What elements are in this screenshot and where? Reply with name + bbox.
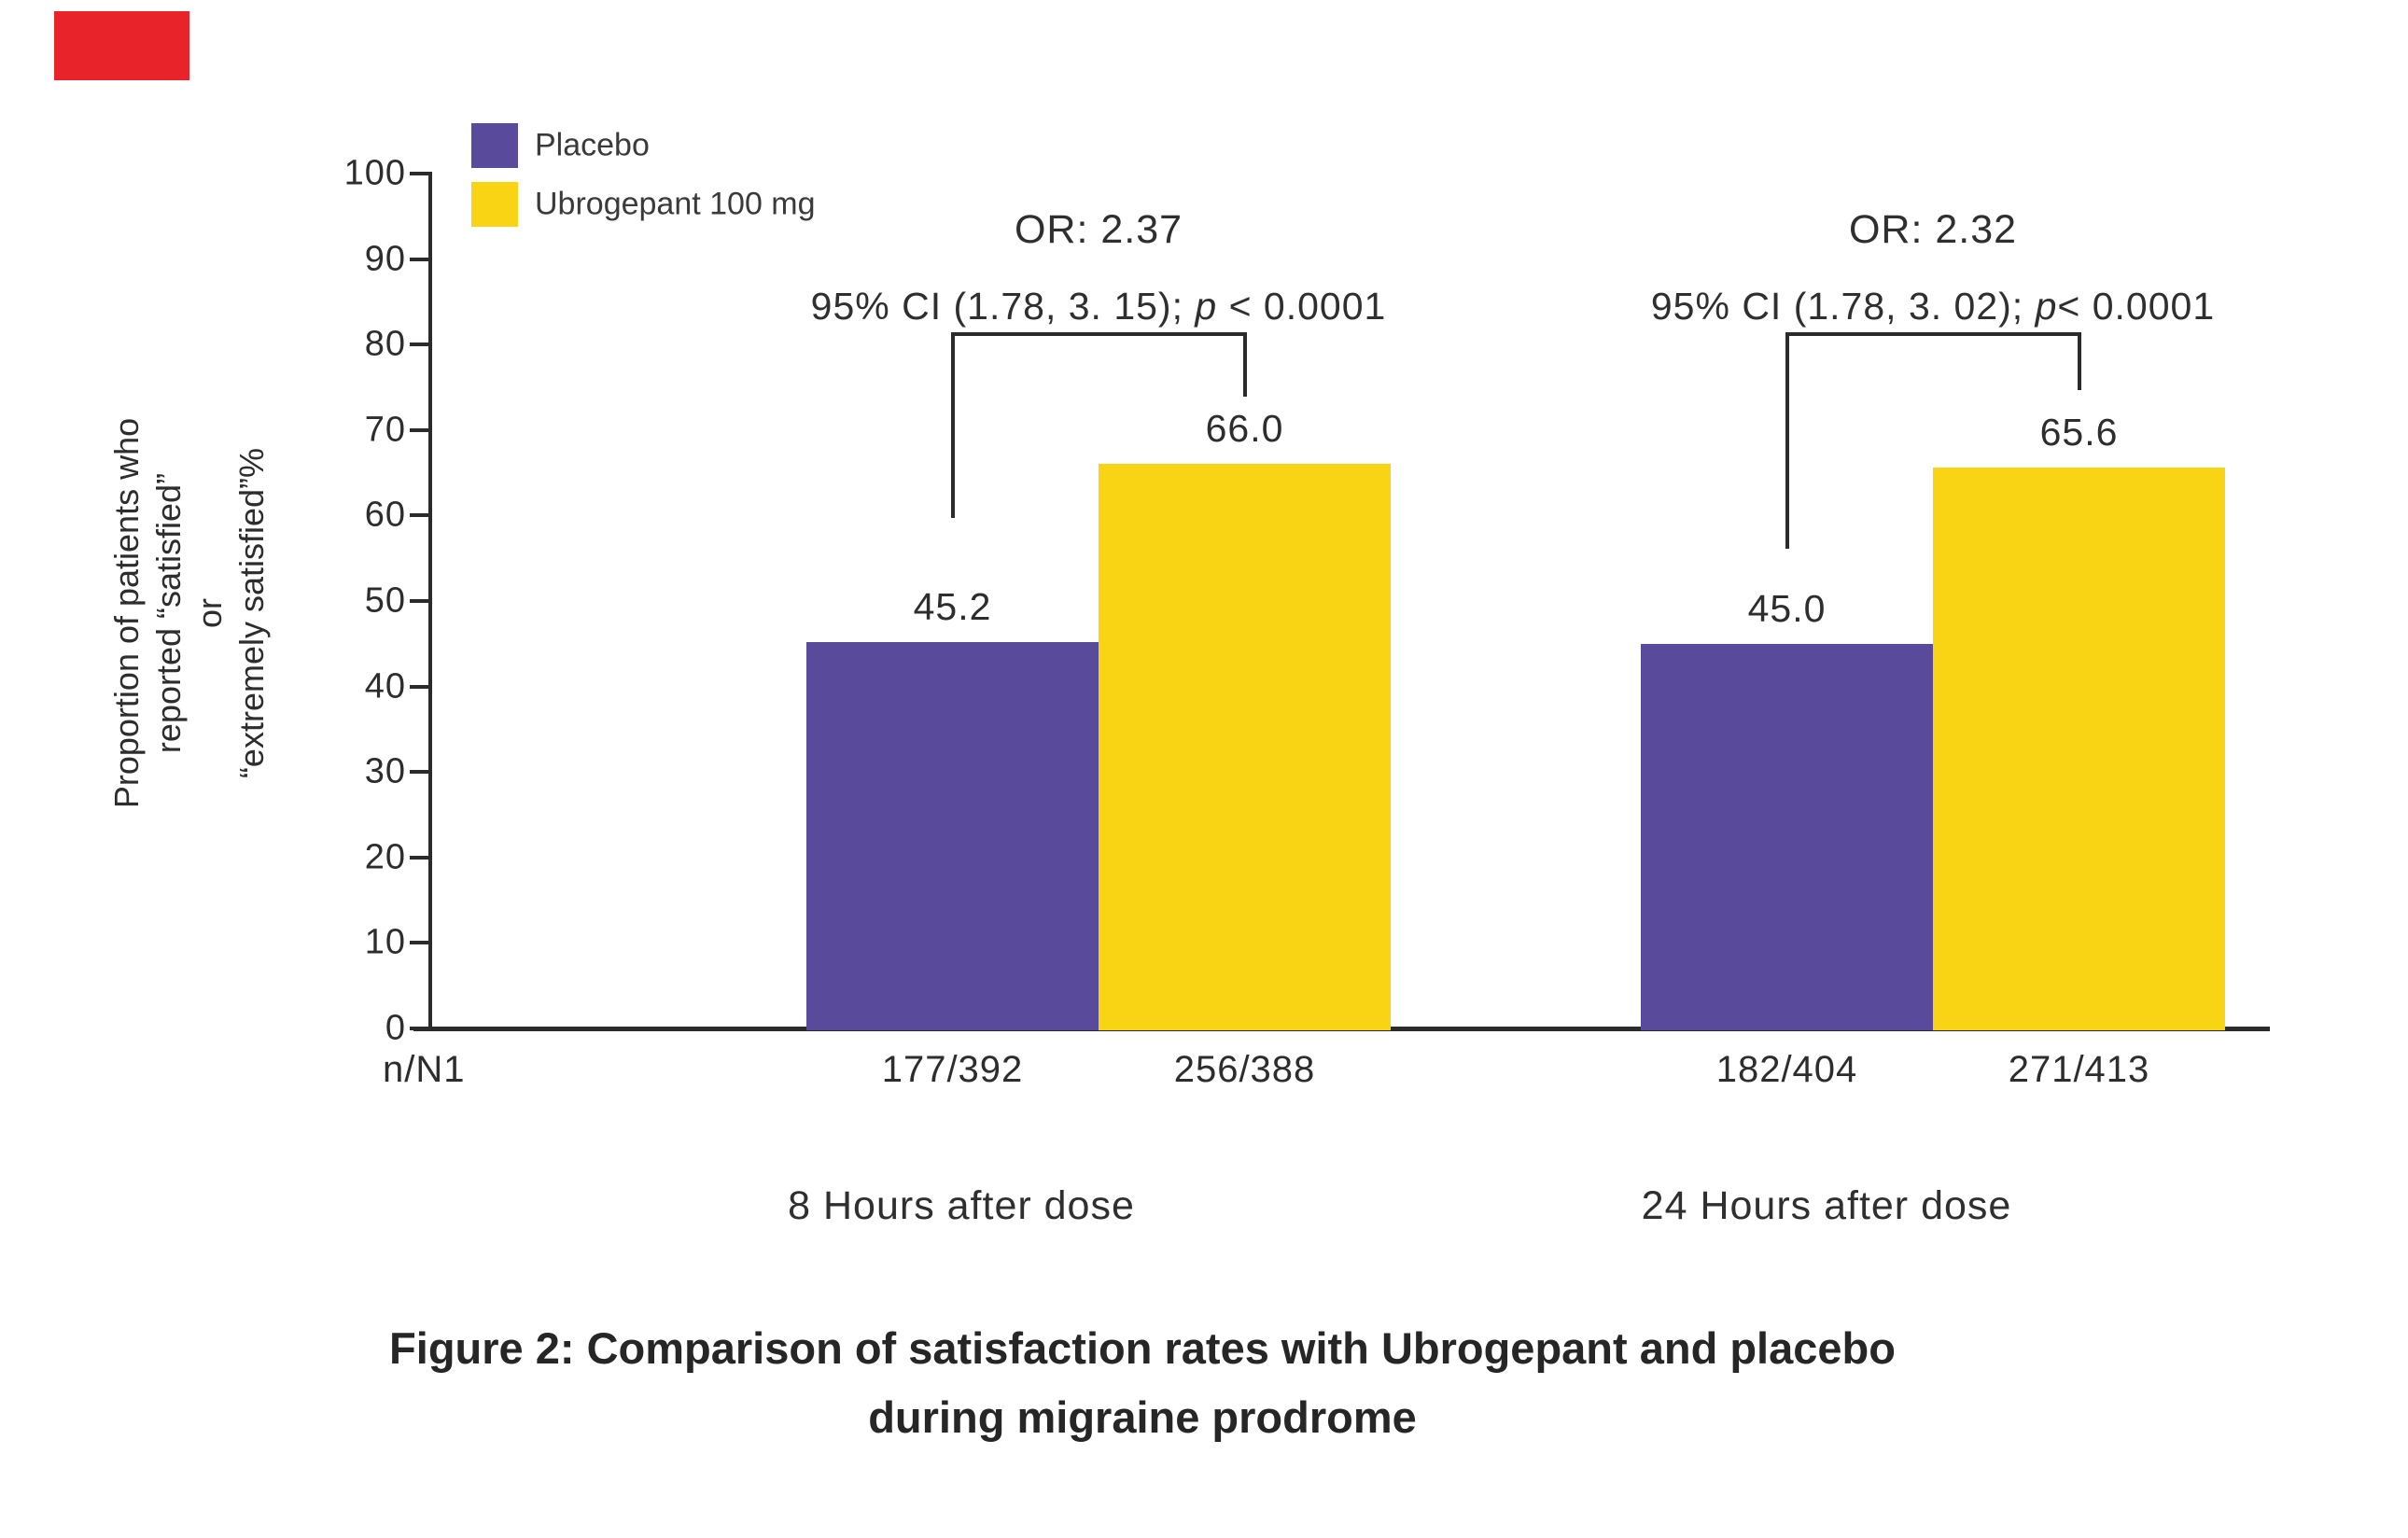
stat-annotation-group-2: OR: 2.32 95% CI (1.78, 3. 02); p< 0.0001 bbox=[1651, 205, 2215, 329]
figure-title: Figure 2: Comparison of satisfaction rat… bbox=[389, 1314, 1896, 1452]
bracket-top-bar bbox=[1785, 332, 2081, 336]
y-tick-label: 40 bbox=[364, 666, 406, 706]
bracket-left-leg bbox=[1785, 332, 1789, 549]
y-axis-tick bbox=[410, 770, 432, 775]
y-axis-tick bbox=[410, 513, 432, 518]
bar-value-label: 45.0 bbox=[1747, 586, 1827, 630]
y-axis-tick bbox=[410, 427, 432, 432]
odds-ratio-label: OR: 2.37 bbox=[1014, 207, 1183, 252]
y-tick-label: 0 bbox=[385, 1008, 406, 1048]
placebo-color-swatch bbox=[471, 123, 518, 168]
y-axis-tick bbox=[410, 343, 432, 347]
p-value-text: < 0.0001 bbox=[2057, 285, 2216, 328]
odds-ratio-label: OR: 2.32 bbox=[1848, 207, 2018, 252]
y-tick-label: 20 bbox=[364, 837, 406, 877]
y-axis-tick bbox=[410, 1027, 432, 1030]
y-tick-label: 10 bbox=[364, 922, 406, 962]
bracket-right-leg bbox=[1242, 332, 1247, 397]
p-value-italic: p bbox=[1195, 285, 1218, 328]
y-tick-label: 80 bbox=[364, 324, 406, 364]
p-value-italic: p bbox=[2035, 285, 2058, 328]
bar-value-label: 65.6 bbox=[2039, 411, 2119, 454]
n-over-N-label: 182/404 bbox=[1715, 1049, 1858, 1090]
bracket-right-leg bbox=[2077, 332, 2081, 390]
ci-text: 95% CI (1.78, 3. 15); bbox=[810, 285, 1196, 328]
ubrogepant-bar bbox=[1099, 464, 1391, 1030]
x-axis-group-label-8h: 8 Hours after dose bbox=[788, 1183, 1135, 1228]
y-axis-tick bbox=[410, 172, 432, 175]
placebo-bar bbox=[1641, 643, 1933, 1030]
ci-text: 95% CI (1.78, 3. 02); bbox=[1650, 285, 2036, 328]
n-over-N-row-header: n/N1 bbox=[383, 1049, 466, 1090]
x-axis-group-label-24h: 24 Hours after dose bbox=[1641, 1183, 2012, 1228]
red-marker bbox=[54, 11, 189, 80]
confidence-interval-label: 95% CI (1.78, 3. 15); p < 0.0001 bbox=[811, 284, 1387, 329]
ubrogepant-bar bbox=[1933, 468, 2225, 1030]
y-tick-label: 70 bbox=[364, 410, 406, 450]
figure-title-line-2: during migraine prodrome bbox=[868, 1392, 1417, 1442]
figure-title-line-1: Figure 2: Comparison of satisfaction rat… bbox=[389, 1323, 1896, 1373]
placebo-bar bbox=[806, 641, 1099, 1030]
bar-value-label: 66.0 bbox=[1205, 407, 1284, 451]
y-axis-tick bbox=[410, 941, 432, 945]
y-tick-label: 30 bbox=[364, 751, 406, 791]
n-over-N-label: 177/392 bbox=[881, 1049, 1024, 1090]
stat-annotation-group-1: OR: 2.37 95% CI (1.78, 3. 15); p < 0.000… bbox=[811, 205, 1387, 329]
y-tick-label: 100 bbox=[343, 153, 406, 193]
legend-label-ubrogepant: Ubrogepant 100 mg bbox=[535, 186, 816, 222]
n-over-N-label: 256/388 bbox=[1173, 1049, 1316, 1090]
y-tick-label: 60 bbox=[364, 495, 406, 535]
y-axis-title: Proportion of patients who reported “sat… bbox=[106, 417, 271, 809]
y-axis-tick bbox=[410, 855, 432, 860]
n-over-N-label: 271/413 bbox=[2008, 1049, 2150, 1090]
y-axis-tick bbox=[410, 599, 432, 603]
y-axis-tick bbox=[410, 257, 432, 261]
y-tick-label: 90 bbox=[364, 239, 406, 279]
confidence-interval-label: 95% CI (1.78, 3. 02); p< 0.0001 bbox=[1651, 284, 2215, 329]
y-tick-label: 50 bbox=[364, 580, 406, 621]
y-axis-tick bbox=[410, 684, 432, 689]
ubrogepant-color-swatch bbox=[471, 182, 518, 227]
legend-label-placebo: Placebo bbox=[535, 127, 650, 163]
bracket-top-bar bbox=[950, 332, 1247, 336]
p-value-text: < 0.0001 bbox=[1217, 285, 1387, 328]
bar-value-label: 45.2 bbox=[913, 584, 992, 628]
bracket-left-leg bbox=[950, 332, 955, 518]
